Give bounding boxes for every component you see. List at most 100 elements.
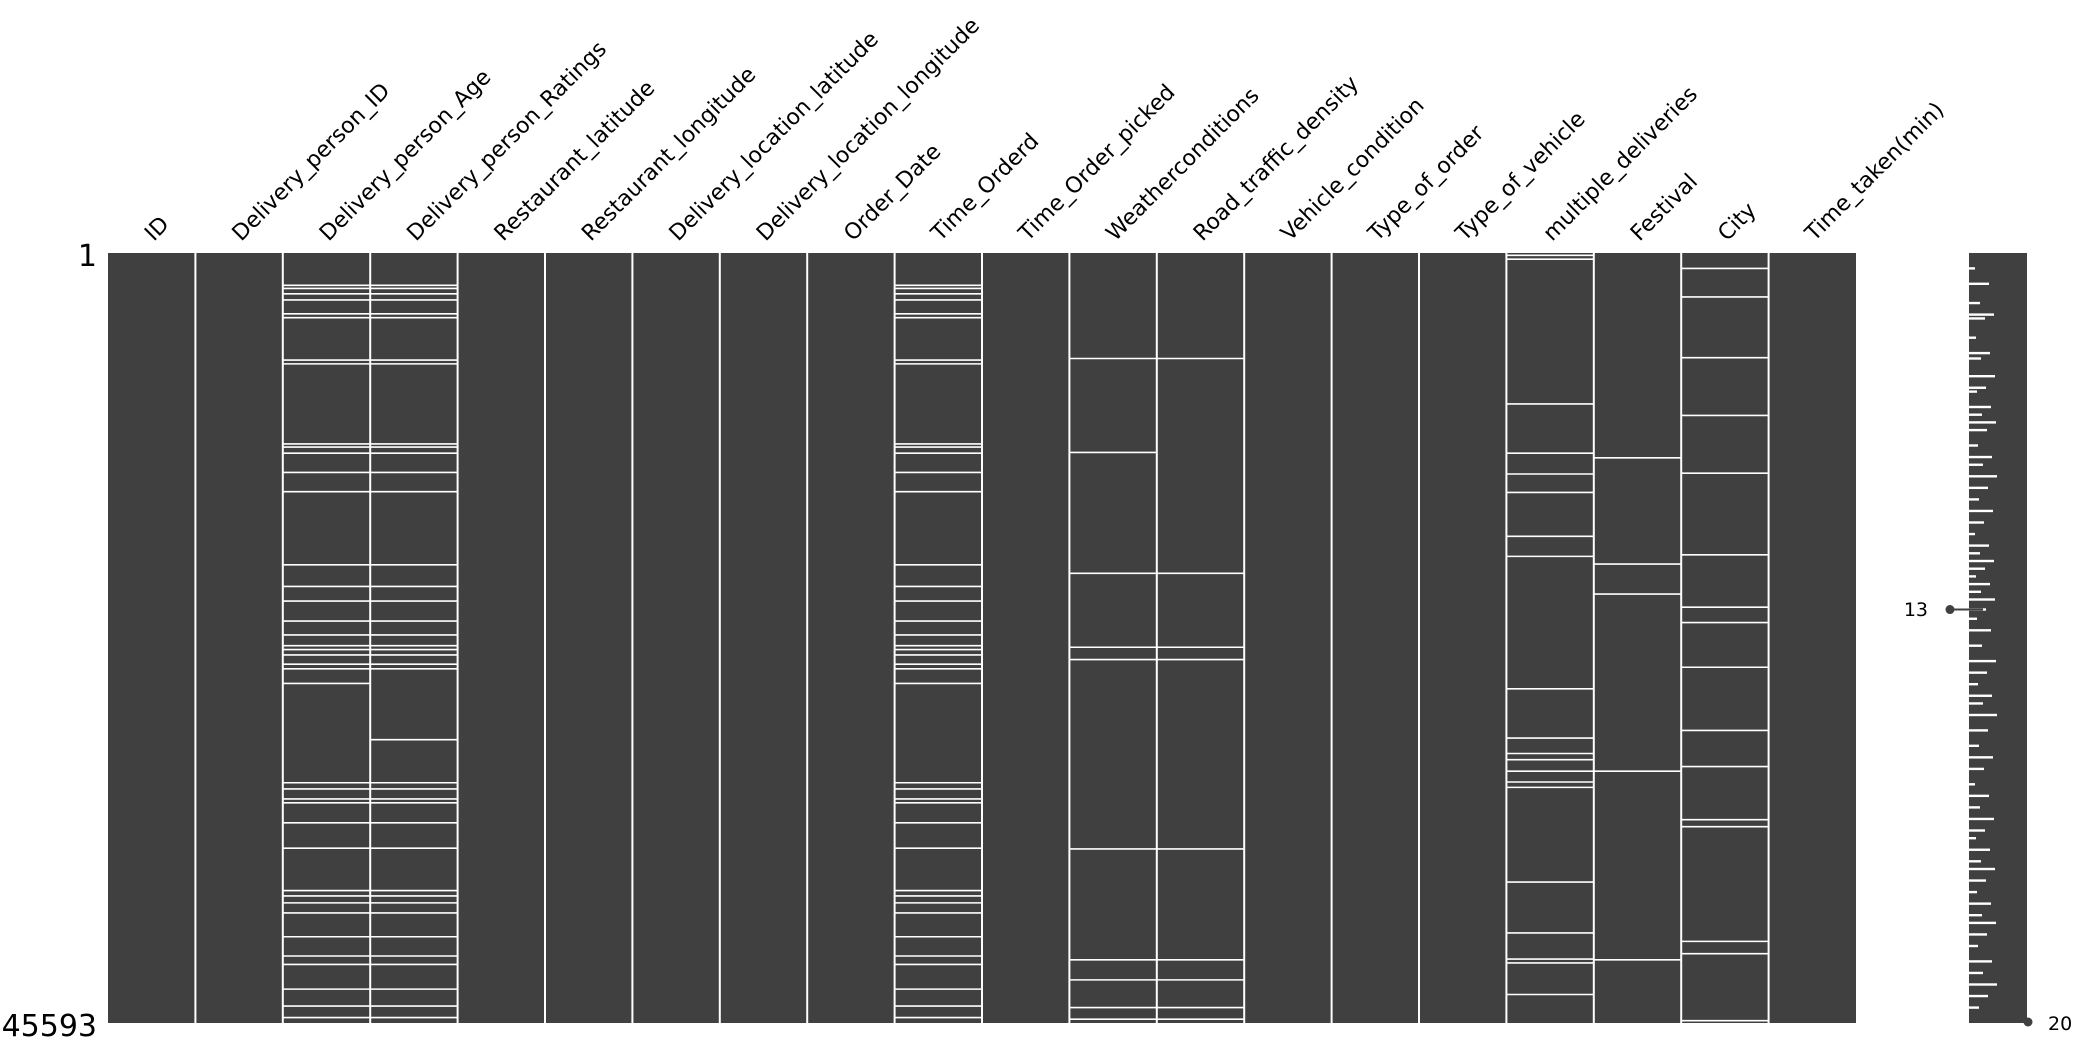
column-5-bar: [457, 253, 545, 1023]
sparkline-dip: [1969, 405, 1991, 409]
column-2-bar: [195, 253, 283, 1023]
sparkline-dip: [1969, 552, 1980, 555]
column-13-bar: [1156, 253, 1245, 1023]
column-10-bar: [894, 253, 982, 1023]
sparkline-dip: [1969, 860, 1981, 863]
column-header-label: ID: [140, 212, 174, 246]
sparkline-dip: [1969, 313, 1994, 316]
sparkline-dip: [1969, 617, 1977, 620]
sparkline-dip: [1969, 902, 1991, 905]
sparkline-dip: [1969, 509, 1993, 513]
sparkline-dip: [1969, 867, 1995, 871]
column-9-bar: [807, 253, 895, 1023]
sparkline-dip: [1969, 783, 1975, 786]
sparkline-dip: [1969, 848, 1990, 851]
sparkline-dip: [1969, 933, 1987, 936]
sparkline-dip: [1969, 829, 1985, 832]
sparkline-dip: [1969, 559, 1994, 563]
sparkline-dip: [1969, 944, 1978, 948]
sparkline-dip: [1969, 575, 1976, 578]
sparkline-dip: [1969, 983, 1997, 986]
sparkline-dip: [1969, 794, 1989, 798]
sparkline-dip: [1969, 375, 1995, 378]
column-header-label: multiple_deliveries: [1539, 82, 1703, 246]
column-header-label: Time_taken(min): [1800, 98, 1949, 247]
sparkline-dip: [1969, 767, 1984, 771]
sparkline-dip: [1969, 413, 1982, 416]
column-14-bar: [1244, 253, 1332, 1023]
sparkline-dip: [1969, 644, 1982, 647]
sparkline-dip: [1969, 994, 1988, 998]
sparkline-dip: [1969, 567, 1985, 570]
sparkline-dip: [1969, 428, 1987, 432]
sparkline-dip: [1969, 694, 1992, 697]
column-17-bar: [1506, 253, 1594, 1023]
column-header-label: Time_Order_picked: [1014, 80, 1181, 247]
column-headers: ID Delivery_person_IDDelivery_person_AgeD…: [140, 13, 1949, 247]
column-12-bar: [1069, 253, 1157, 1023]
column-15-bar: [1331, 253, 1419, 1023]
sparkline-dip: [1969, 421, 1996, 424]
sparkline-dip: [1969, 498, 1979, 501]
sparkline-dip: [1969, 744, 1979, 747]
column-header-label: Delivery_person_Age: [315, 65, 496, 246]
column-3-bar: [282, 253, 371, 1023]
sparkline: [1945, 253, 2033, 1027]
sparkline-dip: [1969, 890, 1977, 894]
sparkline-dip: [1969, 598, 1995, 601]
sparkline-dip: [1969, 879, 1986, 882]
sparkline-dip: [1969, 317, 1985, 320]
sparkline-dip: [1969, 683, 1978, 686]
column-7-bar: [632, 253, 720, 1023]
sparkline-min-label: 13: [1904, 599, 1928, 621]
column-18-bar: [1593, 253, 1682, 1023]
sparkline-dip: [1969, 390, 1977, 393]
sparkline-dip: [1969, 475, 1997, 478]
column-header-label: Road_traffic_density: [1189, 71, 1364, 246]
sparkline-dip: [1969, 671, 1987, 674]
sparkline-dip: [1969, 702, 1983, 705]
column-1-bar: [108, 253, 196, 1023]
column-header-label: Restaurant_latitude: [490, 76, 660, 246]
column-header-label: Festival: [1626, 169, 1703, 246]
sparkline-dip: [1969, 713, 1997, 717]
sparkline-dip: [1969, 532, 1975, 536]
sparkline-dip: [1969, 659, 1996, 663]
sparkline-dip: [1969, 590, 1981, 593]
sparkline-max-label: 20: [2048, 1013, 2072, 1035]
sparkline-dip: [1969, 486, 1988, 490]
sparkline-dip: [1969, 817, 1994, 821]
sparkline-dip: [1969, 386, 1986, 389]
sparkline-dip: [1969, 301, 1980, 305]
column-16-bar: [1419, 253, 1507, 1023]
column-header-label: Vehicle_condition: [1276, 93, 1429, 246]
sparkline-max-marker: [2023, 1017, 2033, 1027]
row-label-bottom: 45593: [2, 1009, 97, 1044]
column-19-bar: [1681, 253, 1769, 1023]
sparkline-min-marker: [1945, 605, 1955, 615]
sparkline-dip: [1969, 582, 1990, 586]
sparkline-dip: [1969, 971, 1983, 975]
sparkline-dip: [1969, 837, 1976, 840]
sparkline-area: [1969, 253, 2027, 1023]
sparkline-dip: [1969, 629, 1991, 632]
row-label-top: 1: [78, 239, 97, 274]
sparkline-dip: [1969, 521, 1984, 524]
column-20-bar: [1768, 253, 1856, 1023]
sparkline-dip: [1969, 336, 1976, 339]
column-8-bar: [719, 253, 808, 1023]
sparkline-dip: [1969, 756, 1993, 759]
sparkline-dip: [1969, 444, 1978, 447]
column-header-label: Restaurant_longitude: [577, 62, 761, 246]
sparkline-dip: [1969, 960, 1992, 963]
column-header-label: Weatherconditions: [1102, 83, 1265, 246]
column-11-bar: [982, 253, 1070, 1023]
column-6-bar: [545, 253, 633, 1023]
sparkline-dip: [1969, 463, 1983, 466]
column-header-label: City: [1713, 198, 1761, 246]
sparkline-dip: [1969, 267, 1975, 270]
sparkline-dip: [1969, 544, 1989, 547]
sparkline-dip: [1969, 282, 1989, 285]
column-4-bar: [370, 253, 458, 1023]
